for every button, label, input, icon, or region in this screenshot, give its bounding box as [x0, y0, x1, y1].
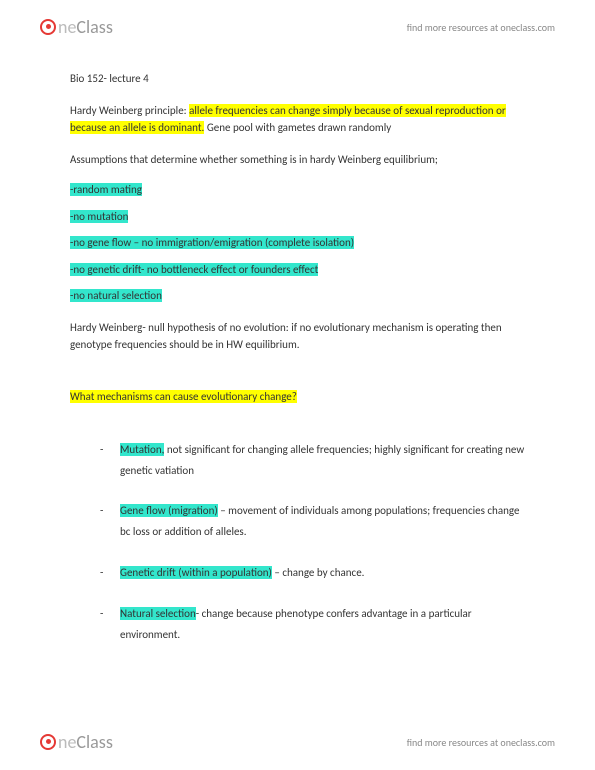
bullet-dash-icon: - [100, 440, 120, 482]
brand-logo: neClass [40, 729, 113, 756]
page-footer: neClass find more resources at oneclass.… [0, 729, 595, 756]
highlight-cyan: -no mutation [70, 210, 128, 223]
highlight-cyan: Genetic drift (within a population) [120, 566, 272, 579]
logo-icon [40, 19, 56, 35]
page-header: neClass find more resources at oneclass.… [0, 14, 595, 41]
highlight-yellow: What mechanisms can cause evolutionary c… [70, 390, 297, 403]
text-plain: Hardy Weinberg principle: [70, 104, 189, 117]
list-item-text: Genetic drift (within a population) – ch… [120, 563, 530, 584]
highlight-cyan: Natural selection [120, 607, 196, 620]
footer-link[interactable]: find more resources at oneclass.com [407, 735, 555, 750]
list-item-text: Natural selection- change because phenot… [120, 604, 530, 646]
assumption-item: -random mating [70, 182, 530, 199]
highlight-cyan: -random mating [70, 183, 142, 196]
assumption-item: -no genetic drift- no bottleneck effect … [70, 262, 530, 279]
highlight-cyan: Mutation, [120, 443, 164, 456]
list-item: - Natural selection- change because phen… [100, 604, 530, 646]
list-item: - Genetic drift (within a population) – … [100, 563, 530, 584]
paragraph-hw-principle: Hardy Weinberg principle: allele frequen… [70, 102, 530, 137]
text-plain: not significant for changing allele freq… [120, 443, 524, 477]
logo-text-2: Class [76, 729, 112, 756]
list-item-text: Mutation, not significant for changing a… [120, 440, 530, 482]
logo-icon [40, 734, 56, 750]
assumption-item: -no mutation [70, 209, 530, 226]
bullet-dash-icon: - [100, 563, 120, 584]
bullet-dash-icon: - [100, 604, 120, 646]
text-plain: – change by chance. [272, 566, 365, 579]
brand-logo: neClass [40, 14, 113, 41]
mechanisms-list: - Mutation, not significant for changing… [100, 440, 530, 646]
assumption-item: -no gene flow – no immigration/emigratio… [70, 235, 530, 252]
list-item-text: Gene flow (migration) – movement of indi… [120, 501, 530, 543]
paragraph-assumptions-intro: Assumptions that determine whether somet… [70, 151, 530, 169]
spacer [70, 368, 530, 388]
bullet-dash-icon: - [100, 501, 120, 543]
assumption-item: -no natural selection [70, 288, 530, 305]
logo-text-2: Class [76, 14, 112, 41]
text-plain: Gene pool with gametes drawn randomly [204, 121, 391, 134]
highlight-cyan: -no natural selection [70, 289, 162, 302]
section-heading: What mechanisms can cause evolutionary c… [70, 388, 530, 406]
header-link[interactable]: find more resources at oneclass.com [407, 20, 555, 35]
highlight-cyan: Gene flow (migration) [120, 504, 218, 517]
list-item: - Gene flow (migration) – movement of in… [100, 501, 530, 543]
document-body: Bio 152- lecture 4 Hardy Weinberg princi… [70, 70, 530, 666]
paragraph-null-hypothesis: Hardy Weinberg- null hypothesis of no ev… [70, 319, 530, 354]
spacer [70, 420, 530, 440]
logo-text-1: ne [58, 729, 76, 756]
highlight-cyan: -no gene flow – no immigration/emigratio… [70, 236, 354, 249]
logo-text-1: ne [58, 14, 76, 41]
highlight-cyan: -no genetic drift- no bottleneck effect … [70, 263, 318, 276]
course-title: Bio 152- lecture 4 [70, 70, 530, 88]
list-item: - Mutation, not significant for changing… [100, 440, 530, 482]
